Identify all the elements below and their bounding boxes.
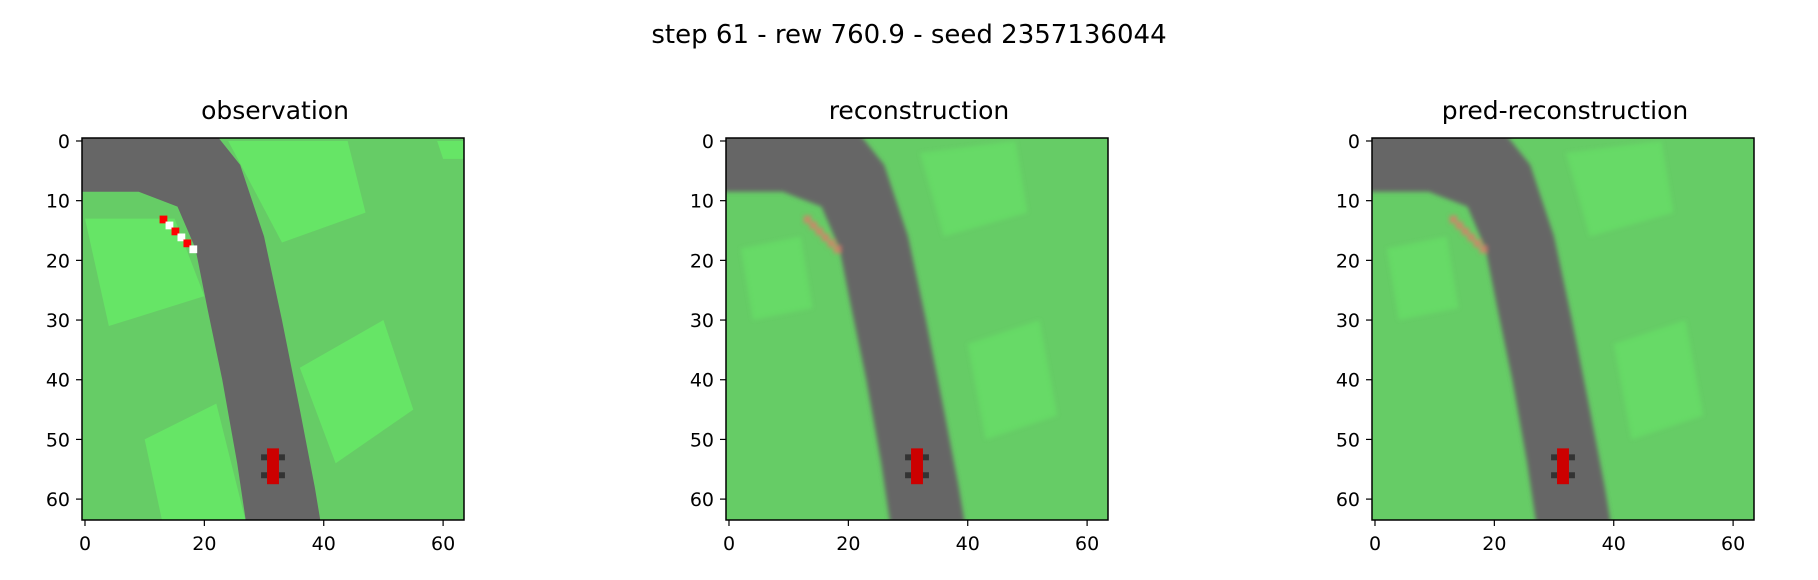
y-tick-label: 30 <box>1336 310 1360 332</box>
axes-frame <box>1371 137 1755 521</box>
reconstruction-image-axes: 0 20 40 60 0 10 20 30 40 50 60 <box>690 131 1109 555</box>
axes-frame <box>725 137 1109 521</box>
grass-tile <box>228 140 366 243</box>
y-tick-label: 30 <box>690 310 714 332</box>
x-tick-label: 0 <box>1369 533 1381 555</box>
curb-marker <box>827 239 836 248</box>
curb-marker <box>833 245 842 254</box>
y-tick-label: 50 <box>690 429 714 451</box>
y-tick-label: 0 <box>1348 131 1360 153</box>
grass-tile <box>1565 140 1674 237</box>
y-tick-label: 60 <box>46 489 70 511</box>
road <box>726 138 965 520</box>
pred-reconstruction-image-axes: 0 20 40 60 0 10 20 30 40 50 60 <box>1336 131 1755 555</box>
x-tick-label: 60 <box>431 533 455 555</box>
x-tick-label: 20 <box>192 533 216 555</box>
panel-title: reconstruction <box>828 96 1010 125</box>
car <box>1551 448 1575 485</box>
curb-marker <box>165 221 174 230</box>
x-tick-label: 0 <box>79 533 91 555</box>
grass-tile <box>144 403 246 520</box>
image-content <box>1372 138 1754 520</box>
curb-marker <box>1479 245 1488 254</box>
x-tick-label: 40 <box>956 533 980 555</box>
curb-marker <box>1467 233 1476 242</box>
curb-marker <box>1461 227 1470 236</box>
y-tick-label: 10 <box>46 191 70 213</box>
y-tick-label: 20 <box>46 250 70 272</box>
y-tick-label: 60 <box>1336 489 1360 511</box>
y-tick-label: 10 <box>690 191 714 213</box>
y-tick-label: 40 <box>46 370 70 392</box>
pred-reconstruction-panel: pred-reconstruction 0 20 40 60 0 10 20 30 40 50 60 <box>1290 96 1818 576</box>
reconstruction-panel: reconstruction 0 20 40 60 0 10 20 30 40 50 60 <box>644 96 1194 576</box>
grass-tile <box>1613 320 1704 440</box>
curb-marker <box>171 227 180 236</box>
x-tick-label: 20 <box>836 533 860 555</box>
curb-marker <box>1455 221 1464 230</box>
y-tick-label: 10 <box>1336 191 1360 213</box>
curb-marker <box>815 227 824 236</box>
grass-tile <box>437 140 464 159</box>
curb-marker <box>189 245 198 254</box>
x-tick-label: 40 <box>1602 533 1626 555</box>
grass-tile <box>967 320 1058 440</box>
car <box>905 448 929 485</box>
y-tick-label: 0 <box>702 131 714 153</box>
observation-panel: observation 0 20 40 60 0 10 20 30 40 50 60 <box>0 96 550 576</box>
x-tick-label: 60 <box>1721 533 1745 555</box>
image-content <box>82 138 464 520</box>
y-tick-label: 60 <box>690 489 714 511</box>
grass-tile <box>740 236 813 321</box>
observation-image-axes: 0 20 40 60 0 10 20 30 40 50 60 <box>46 131 465 555</box>
curb-marker <box>159 215 168 224</box>
figure-title: step 61 - rew 760.9 - seed 2357136044 <box>651 20 1167 50</box>
grass-tile <box>299 320 414 464</box>
y-tick-label: 20 <box>1336 250 1360 272</box>
curb-marker <box>1473 239 1482 248</box>
curb-marker <box>1449 215 1458 224</box>
y-tick-label: 30 <box>46 310 70 332</box>
y-tick-label: 50 <box>46 429 70 451</box>
grass-tile <box>84 218 205 327</box>
image-content <box>726 138 1108 520</box>
grass-tile <box>1386 236 1459 321</box>
x-tick-label: 40 <box>312 533 336 555</box>
curb-marker <box>177 233 186 242</box>
y-tick-label: 0 <box>58 131 70 153</box>
panel-title: pred-reconstruction <box>1441 96 1689 125</box>
curb-marker <box>809 221 818 230</box>
y-tick-label: 40 <box>690 370 714 392</box>
axes-frame <box>81 137 465 521</box>
y-tick-label: 40 <box>1336 370 1360 392</box>
x-tick-label: 20 <box>1482 533 1506 555</box>
y-tick-label: 20 <box>690 250 714 272</box>
curb-marker <box>803 215 812 224</box>
panel-title: observation <box>201 96 349 125</box>
road <box>1372 138 1611 520</box>
x-tick-label: 0 <box>723 533 735 555</box>
y-tick-label: 50 <box>1336 429 1360 451</box>
road <box>82 138 321 520</box>
grass-tile <box>919 140 1028 237</box>
curb-marker <box>183 239 192 248</box>
x-tick-label: 60 <box>1075 533 1099 555</box>
curb-marker <box>821 233 830 242</box>
car <box>261 448 285 485</box>
